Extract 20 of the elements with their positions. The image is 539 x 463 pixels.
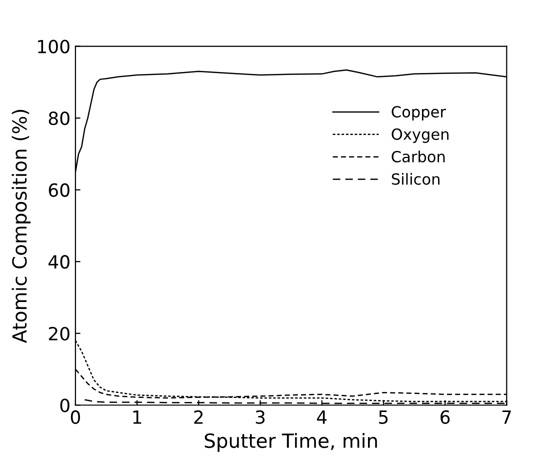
y-tick-label: 100: [38, 40, 70, 54]
x-tick-label: 3: [256, 410, 265, 424]
x-tick-label: 4: [317, 410, 327, 424]
y-axis-title: Atomic Composition (%): [12, 110, 31, 344]
y-tick-label: 20: [48, 326, 70, 340]
y-tick-label: 80: [48, 112, 70, 126]
x-axis-title: Sputter Time, min: [204, 433, 377, 452]
x-tick-label: 2: [194, 410, 203, 424]
x-tick-label: 1: [133, 410, 142, 424]
y-tick-label: 40: [48, 255, 70, 269]
x-tick-label: 6: [440, 410, 450, 424]
legend-label: Carbon: [392, 150, 445, 162]
x-tick-label: 0: [70, 410, 80, 424]
x-tick-label: 5: [379, 410, 388, 424]
legend-label: Silicon: [392, 173, 440, 185]
legend-label: Copper: [392, 106, 446, 121]
legend-label: Oxygen: [392, 128, 448, 143]
y-tick-label: 0: [60, 398, 70, 412]
x-tick-label: 7: [502, 410, 511, 424]
y-tick-label: 60: [48, 183, 70, 197]
